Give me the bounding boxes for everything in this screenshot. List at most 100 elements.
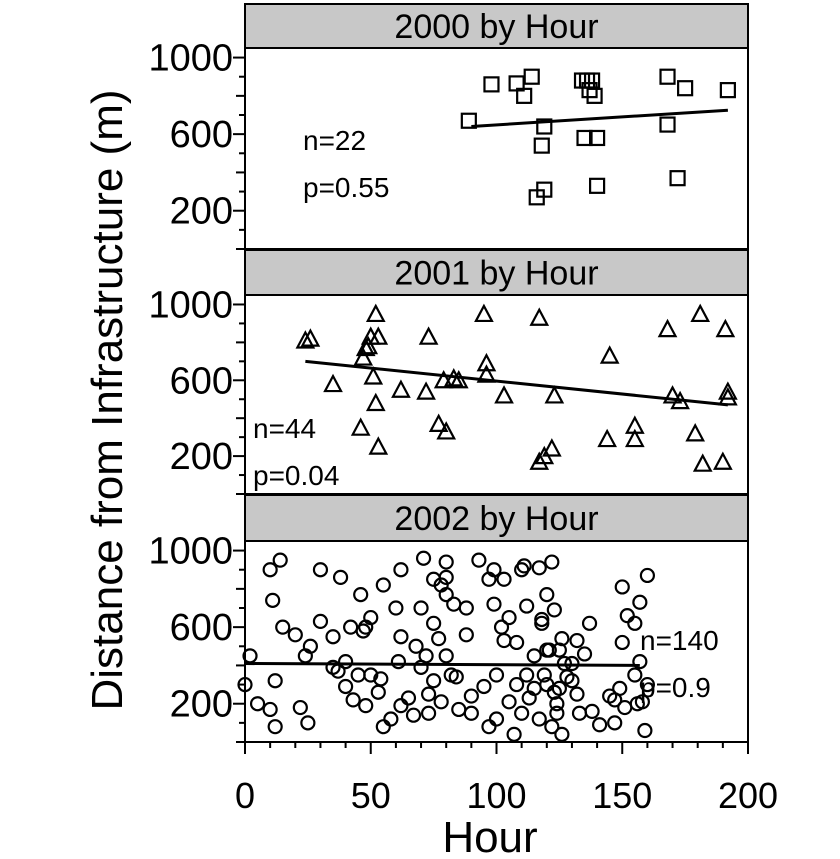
regression-line (305, 359, 729, 407)
n-annotation: n=22 (303, 125, 366, 156)
data-point (544, 385, 565, 404)
y-tick-label: 200 (170, 436, 233, 478)
data-point (275, 619, 291, 635)
y-axis-label: Distance from Infrastructure (m) (83, 89, 132, 710)
data-point (463, 688, 479, 704)
data-point (544, 554, 560, 570)
data-point (428, 413, 449, 432)
data-point (272, 552, 288, 568)
data-point (564, 655, 580, 672)
data-point (416, 381, 436, 400)
data-point (415, 550, 432, 566)
panel-title-strip (244, 249, 749, 296)
y-tick-label: 1000 (148, 284, 233, 326)
data-point (332, 569, 349, 585)
data-point (529, 307, 550, 326)
data-point (265, 592, 281, 608)
data-point (368, 436, 389, 455)
data-point (539, 586, 555, 603)
data-point (302, 638, 318, 654)
data-point (614, 634, 630, 651)
x-tick-label: 0 (235, 775, 255, 816)
data-point (350, 667, 366, 683)
data-point (476, 364, 497, 383)
data-point (501, 609, 517, 626)
data-point (599, 345, 620, 364)
data-point (627, 615, 643, 631)
data-point (405, 707, 422, 723)
data-point (496, 571, 512, 587)
data-point (249, 696, 266, 712)
data-point (718, 387, 738, 406)
panel-title-strip (244, 3, 749, 49)
panel-title: 2000 by Hour (394, 8, 598, 46)
data-point (541, 438, 562, 457)
data-point (390, 653, 407, 670)
data-point (685, 423, 706, 442)
data-point (353, 586, 369, 603)
data-point (516, 558, 532, 574)
data-point (576, 646, 593, 662)
data-point (584, 703, 600, 719)
data-point (506, 726, 522, 742)
data-point (295, 330, 316, 349)
y-tick-label: 600 (170, 114, 233, 156)
data-point (632, 653, 648, 670)
data-point (488, 667, 505, 683)
data-point (393, 698, 409, 714)
data-point (534, 615, 550, 631)
data-point (426, 673, 442, 689)
data-point (267, 673, 283, 689)
data-point (420, 686, 437, 702)
data-point (448, 369, 469, 389)
data-point (488, 711, 505, 727)
x-tick-label: 50 (351, 775, 391, 816)
data-point (546, 602, 562, 618)
data-point (345, 692, 361, 708)
data-point (629, 696, 645, 712)
data-point (358, 335, 379, 355)
data-point (588, 129, 606, 147)
data-point (612, 680, 628, 697)
data-point (426, 615, 442, 631)
data-point (292, 699, 308, 716)
data-point (312, 562, 329, 578)
p-annotation: p=0.04 (253, 460, 339, 491)
data-point (571, 705, 588, 721)
data-point (588, 177, 606, 194)
data-point (549, 696, 565, 712)
data-point (576, 129, 593, 147)
data-point (526, 648, 542, 664)
data-point (718, 381, 738, 400)
data-point (669, 170, 686, 187)
x-tick-label: 150 (592, 775, 652, 816)
data-point (483, 76, 500, 93)
data-point (463, 705, 479, 721)
data-point (262, 701, 278, 718)
regression-line (471, 108, 728, 128)
data-point (692, 453, 713, 472)
data-point (486, 562, 502, 578)
data-point (554, 726, 570, 742)
data-point (554, 631, 570, 647)
data-point (529, 451, 550, 470)
data-point (438, 586, 454, 603)
data-point (448, 669, 464, 685)
data-point (662, 385, 683, 404)
data-point (353, 347, 374, 366)
data-point (400, 690, 417, 706)
data-point (583, 72, 601, 89)
y-tick-label: 200 (170, 684, 233, 726)
data-point (581, 82, 598, 99)
data-point (632, 594, 648, 610)
data-point (713, 451, 733, 470)
data-point (365, 303, 386, 323)
data-point (325, 659, 341, 675)
data-point (433, 694, 449, 710)
data-point (267, 719, 283, 735)
panel-title-strip (244, 494, 749, 542)
data-point (338, 653, 354, 670)
x-axis-label: Hour (442, 813, 537, 859)
data-point (657, 318, 678, 338)
